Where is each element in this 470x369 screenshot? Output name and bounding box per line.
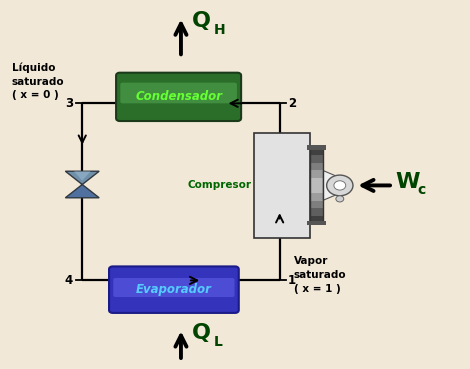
Text: $\mathbf{W}$: $\mathbf{W}$ (395, 172, 421, 192)
Text: 1: 1 (288, 274, 296, 287)
FancyBboxPatch shape (310, 186, 323, 193)
FancyBboxPatch shape (310, 148, 323, 155)
FancyBboxPatch shape (116, 73, 241, 121)
FancyBboxPatch shape (307, 145, 326, 150)
Text: $\mathbf{H}$: $\mathbf{H}$ (213, 23, 225, 37)
Text: $\mathbf{c}$: $\mathbf{c}$ (417, 183, 427, 197)
FancyBboxPatch shape (310, 208, 323, 216)
Text: Líquido
saturado
( x = 0 ): Líquido saturado ( x = 0 ) (12, 63, 64, 100)
Text: $\mathbf{Q}$: $\mathbf{Q}$ (191, 321, 211, 344)
Circle shape (327, 175, 353, 196)
Text: Condensador: Condensador (135, 90, 222, 103)
FancyBboxPatch shape (310, 170, 323, 178)
FancyBboxPatch shape (310, 216, 323, 223)
Circle shape (336, 196, 344, 202)
FancyBboxPatch shape (254, 133, 310, 238)
Text: 3: 3 (65, 97, 73, 110)
FancyBboxPatch shape (307, 221, 326, 225)
FancyBboxPatch shape (310, 155, 323, 163)
FancyBboxPatch shape (310, 201, 323, 208)
Text: $\mathbf{L}$: $\mathbf{L}$ (213, 335, 223, 349)
Polygon shape (323, 170, 337, 200)
FancyBboxPatch shape (310, 178, 323, 186)
Text: $\mathbf{Q}$: $\mathbf{Q}$ (191, 9, 211, 32)
FancyBboxPatch shape (109, 266, 239, 313)
Circle shape (334, 181, 346, 190)
Text: 2: 2 (288, 97, 296, 110)
Polygon shape (74, 171, 91, 180)
FancyBboxPatch shape (113, 278, 235, 297)
Text: Vapor
saturado
( x = 1 ): Vapor saturado ( x = 1 ) (294, 256, 346, 294)
FancyBboxPatch shape (310, 193, 323, 201)
Polygon shape (65, 171, 99, 184)
Text: Compresor: Compresor (188, 180, 251, 190)
Text: 4: 4 (64, 274, 73, 287)
FancyBboxPatch shape (120, 83, 237, 103)
Polygon shape (65, 184, 99, 198)
FancyBboxPatch shape (310, 163, 323, 170)
Text: Evaporador: Evaporador (136, 283, 212, 296)
